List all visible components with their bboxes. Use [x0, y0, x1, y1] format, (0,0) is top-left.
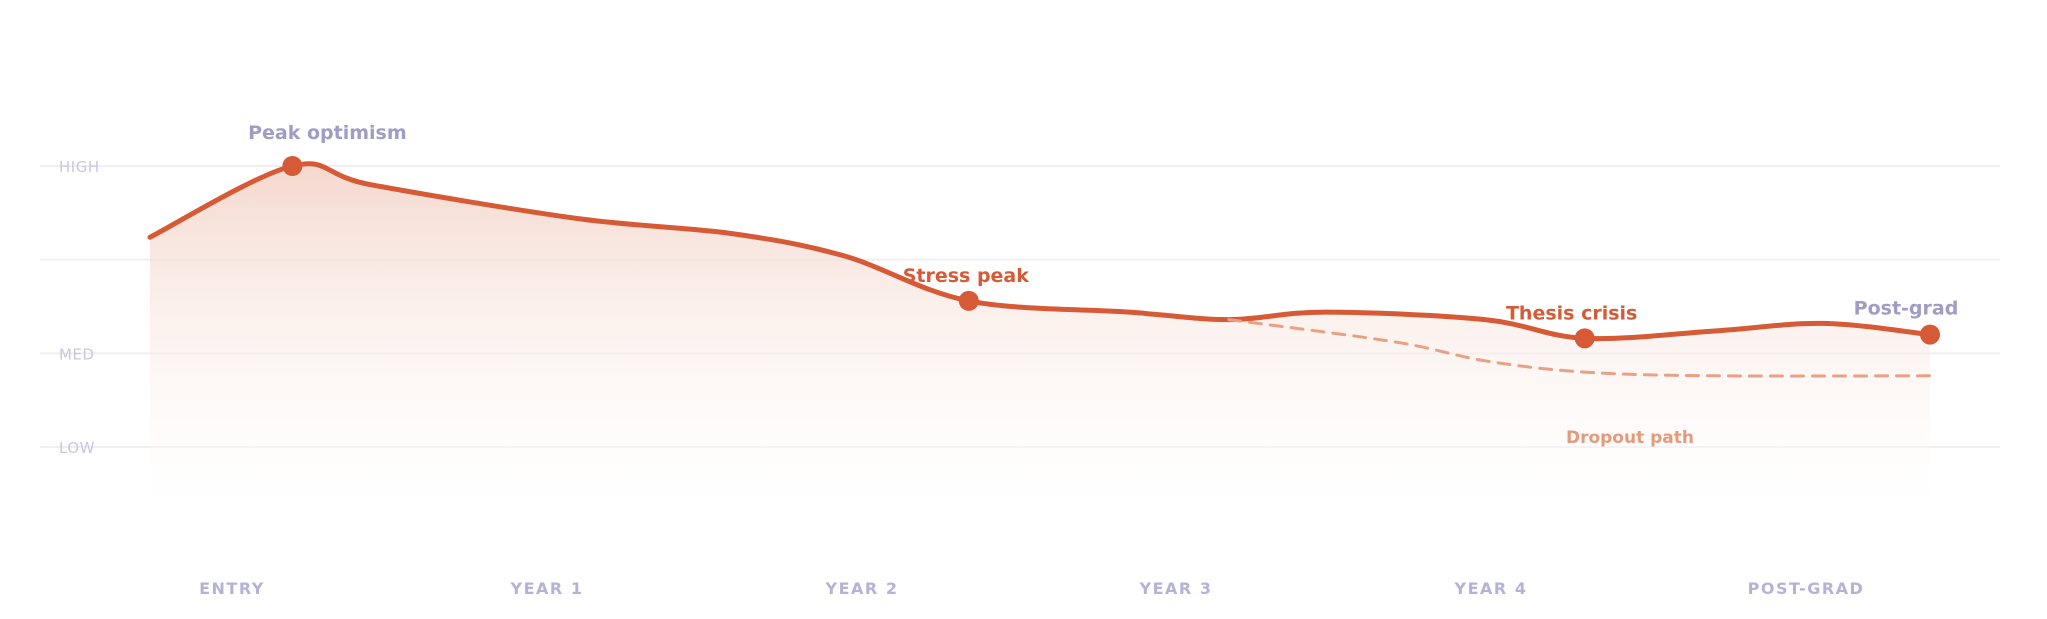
markers [282, 156, 1940, 349]
annotation-label: Stress peak [903, 265, 1030, 287]
x-tick-label: ENTRY [199, 579, 265, 598]
y-tick-label: HIGH [59, 158, 100, 176]
data-point-marker [282, 156, 303, 176]
annotation-label: Thesis crisis [1506, 302, 1637, 324]
annotations: Peak optimism Stress peak Thesis crisis Pos… [248, 122, 1958, 448]
x-tick-label: YEAR 2 [825, 579, 899, 598]
y-tick-label: MED [59, 345, 94, 363]
y-tick-label: LOW [59, 439, 95, 457]
series-lines [147, 161, 1933, 378]
annotation-label: Post-grad [1854, 298, 1959, 320]
annotation-label: Peak optimism [248, 122, 407, 144]
x-tick-label: POST-GRAD [1748, 579, 1865, 598]
x-tick-label: YEAR 3 [1139, 579, 1213, 598]
area-fill [150, 163, 1930, 511]
dropout-path-line [1227, 318, 1932, 378]
main-series-line [147, 161, 1933, 342]
data-point-marker [1574, 328, 1595, 349]
x-axis: ENTRY YEAR 1 YEAR 2 YEAR 3 YEAR 4 POST-GRAD [199, 579, 1865, 598]
y-axis: HIGH MED LOW [59, 158, 100, 457]
x-tick-label: YEAR 1 [510, 579, 584, 598]
annotation-label: Dropout path [1566, 428, 1694, 448]
data-point-marker [958, 290, 979, 311]
data-point-marker [1920, 324, 1940, 345]
x-tick-label: YEAR 4 [1454, 579, 1528, 598]
